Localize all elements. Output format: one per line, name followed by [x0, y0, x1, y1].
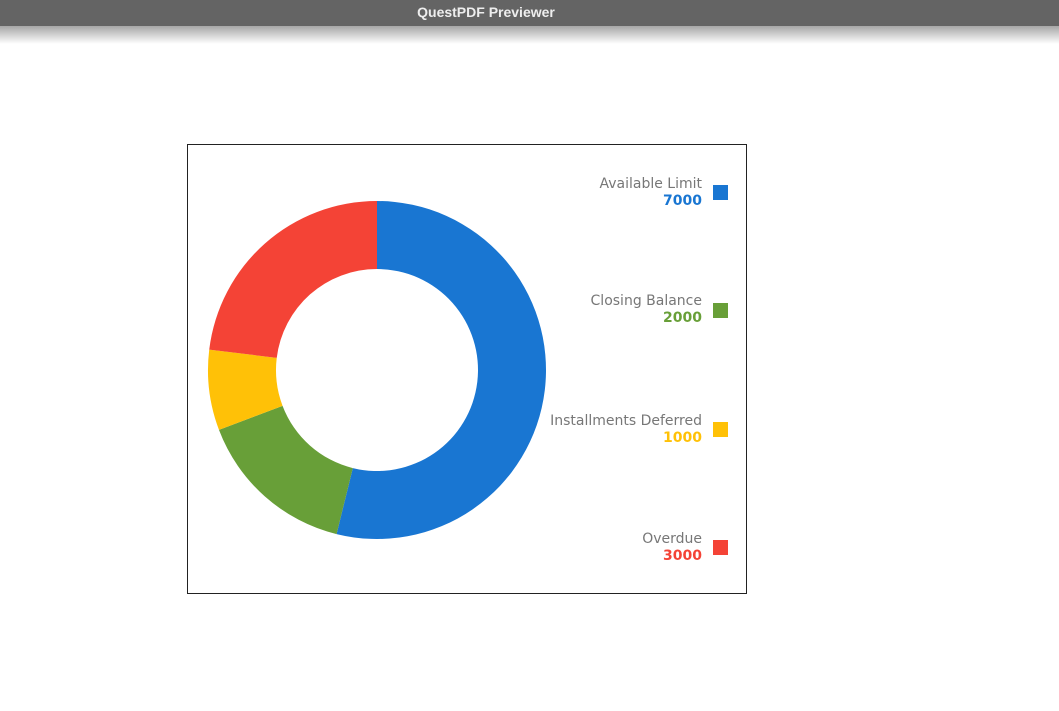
legend-value: 2000: [663, 310, 702, 326]
legend-item-installments-deferred: Installments Deferred 1000: [550, 413, 702, 447]
legend-label: Available Limit: [599, 176, 702, 192]
legend-value: 1000: [663, 430, 702, 446]
legend-swatch-closing-balance: [713, 303, 728, 318]
window-titlebar[interactable]: QuestPDF Previewer: [0, 0, 1059, 26]
donut-slice-available-limit: [336, 201, 546, 539]
window-title: QuestPDF Previewer: [417, 4, 555, 20]
legend-label: Installments Deferred: [550, 413, 702, 429]
legend-swatch-available-limit: [713, 185, 728, 200]
donut-chart: [208, 201, 546, 539]
legend-value: 7000: [663, 193, 702, 209]
legend-value: 3000: [663, 548, 702, 564]
donut-slice-installments-deferred: [208, 349, 283, 430]
legend-label: Closing Balance: [590, 293, 702, 309]
legend-swatch-overdue: [713, 540, 728, 555]
legend-item-available-limit: Available Limit 7000: [599, 176, 702, 210]
legend-swatch-installments-deferred: [713, 422, 728, 437]
legend-item-closing-balance: Closing Balance 2000: [591, 293, 702, 327]
titlebar-shadow: [0, 26, 1059, 44]
legend-label: Overdue: [642, 531, 702, 547]
donut-slice-overdue: [209, 201, 377, 358]
chart-frame: Available Limit 7000 Closing Balance 200…: [187, 144, 747, 594]
legend-item-overdue: Overdue 3000: [642, 531, 702, 565]
donut-slice-closing-balance: [218, 405, 353, 535]
